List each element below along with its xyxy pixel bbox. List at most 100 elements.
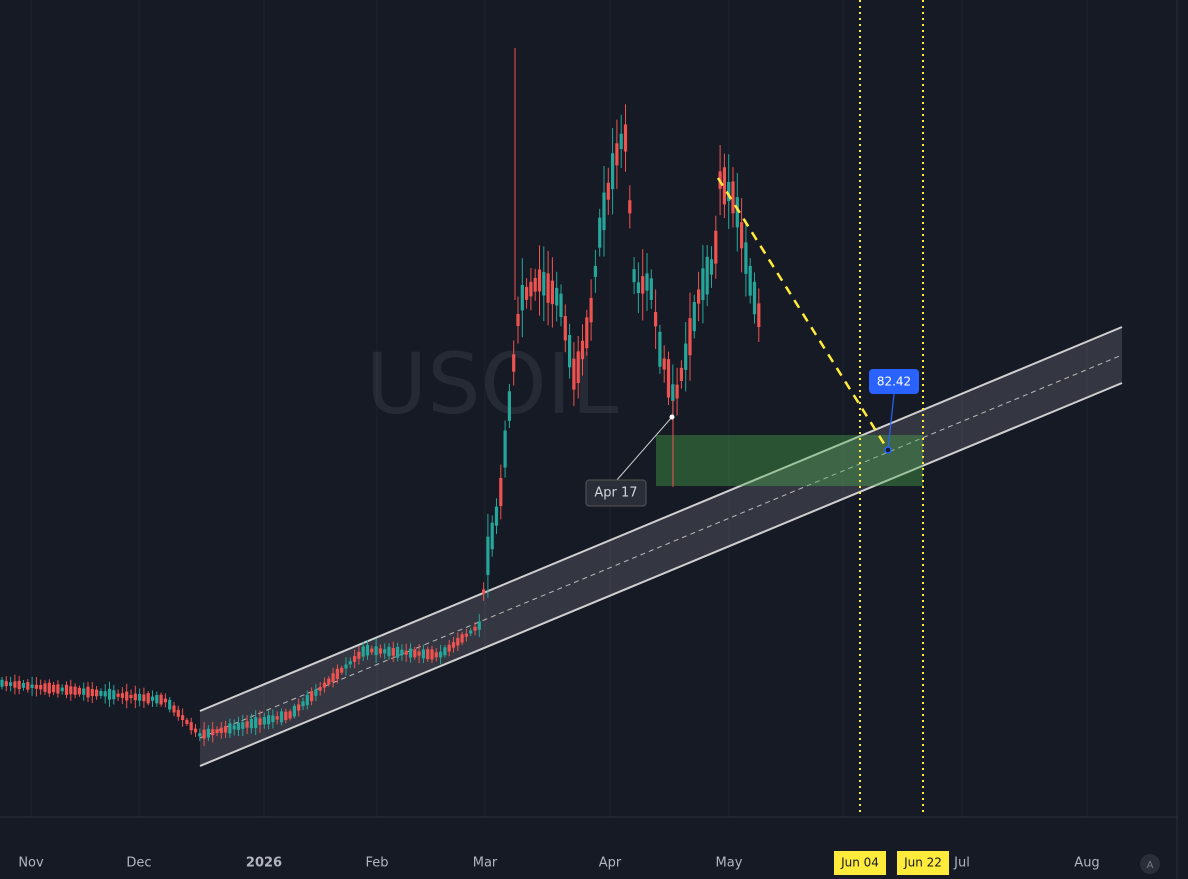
candle-body: [370, 648, 374, 653]
candle-body: [125, 691, 129, 701]
time-label: 2026: [246, 856, 282, 871]
time-label: Nov: [18, 856, 44, 871]
candle-body: [408, 648, 413, 658]
candle-body: [374, 646, 378, 656]
candle-body: [477, 621, 481, 630]
date-point: [669, 414, 675, 420]
candle-body: [439, 651, 443, 658]
candle-body: [503, 430, 507, 468]
candle-body: [146, 693, 150, 704]
candle-body: [21, 682, 26, 688]
marker-label: Jun 04: [840, 856, 879, 870]
candle-body: [752, 281, 757, 315]
candle-body: [176, 709, 180, 717]
candle-body: [163, 698, 167, 703]
candle-body: [516, 313, 520, 327]
price-label-box: [869, 369, 919, 394]
candle-body: [387, 646, 391, 657]
channel-mid: [199, 354, 1123, 739]
candle-body: [727, 181, 731, 202]
candle-body: [69, 686, 73, 695]
candle-body: [335, 668, 339, 680]
price-label: 82.42: [877, 375, 911, 389]
candle-body: [198, 733, 202, 737]
candle-body: [550, 280, 554, 305]
candle-body: [211, 729, 215, 736]
candle-body: [86, 686, 90, 698]
candle-body: [697, 289, 701, 304]
price-point: [884, 446, 892, 454]
candle-body: [150, 696, 155, 701]
candle-body: [645, 273, 649, 291]
candle-body: [482, 589, 486, 594]
candle-body: [525, 286, 529, 300]
candle-body: [679, 367, 683, 381]
candle-body: [469, 630, 473, 634]
time-axis: Nov Dec 2026 Feb Mar Apr May Jul Aug: [18, 856, 1099, 871]
candle-body: [26, 682, 30, 690]
candle-body: [486, 536, 490, 576]
marker-box: [834, 851, 886, 875]
candle-body: [576, 351, 580, 384]
candle-body: [232, 725, 236, 730]
date-pointer: [615, 416, 673, 482]
candle-body: [451, 642, 456, 648]
candle-body: [120, 693, 124, 698]
candle-body: [236, 722, 241, 730]
candle-body: [460, 634, 464, 643]
candle-body: [520, 284, 524, 311]
candle-body: [172, 705, 176, 713]
candle-body: [4, 681, 8, 687]
auto-label[interactable]: A: [1147, 860, 1154, 871]
candle-body: [688, 318, 692, 356]
candle-body: [327, 678, 331, 685]
candle-body: [559, 293, 563, 318]
candle-body: [456, 637, 460, 646]
candle-body: [224, 726, 228, 733]
candle-body: [301, 701, 305, 707]
candle-body: [426, 649, 430, 660]
time-label: Jul: [953, 856, 970, 871]
time-label: May: [716, 856, 743, 871]
candle-body: [675, 384, 679, 399]
candle-body: [202, 729, 206, 739]
candle-body: [654, 312, 658, 327]
auto-button[interactable]: [1140, 854, 1160, 874]
time-label: Apr: [599, 856, 622, 871]
candle-body: [142, 694, 146, 702]
candle-body: [279, 711, 284, 723]
candles: [0, 48, 761, 747]
candle-body: [262, 716, 266, 725]
candle-body: [490, 522, 494, 550]
target-zone: [656, 435, 923, 486]
candle-body: [95, 689, 99, 697]
candle-body: [47, 682, 51, 694]
candle-body: [709, 259, 714, 275]
candle-body: [705, 256, 709, 295]
watermark: USOIL: [366, 335, 619, 433]
marker-label: Jun 22: [903, 856, 942, 870]
candle-body: [632, 269, 636, 283]
candle-body: [245, 721, 249, 728]
candle-body: [421, 649, 425, 659]
candle-body: [13, 681, 17, 688]
price-pointer: [887, 393, 895, 451]
candle-body: [662, 358, 666, 370]
candle-body: [391, 648, 395, 656]
candle-body: [628, 200, 632, 214]
candle-body: [288, 711, 292, 719]
candle-body: [34, 684, 38, 689]
candle-body: [365, 644, 370, 656]
candle-body: [9, 682, 13, 686]
candle-body: [400, 649, 404, 656]
date-label: Apr 17: [594, 486, 637, 501]
time-label: Aug: [1074, 856, 1099, 871]
projection-line: [716, 177, 890, 451]
candle-body: [56, 684, 60, 694]
time-label: Feb: [365, 856, 388, 871]
candle-body: [43, 683, 47, 692]
candle-body: [507, 391, 511, 421]
